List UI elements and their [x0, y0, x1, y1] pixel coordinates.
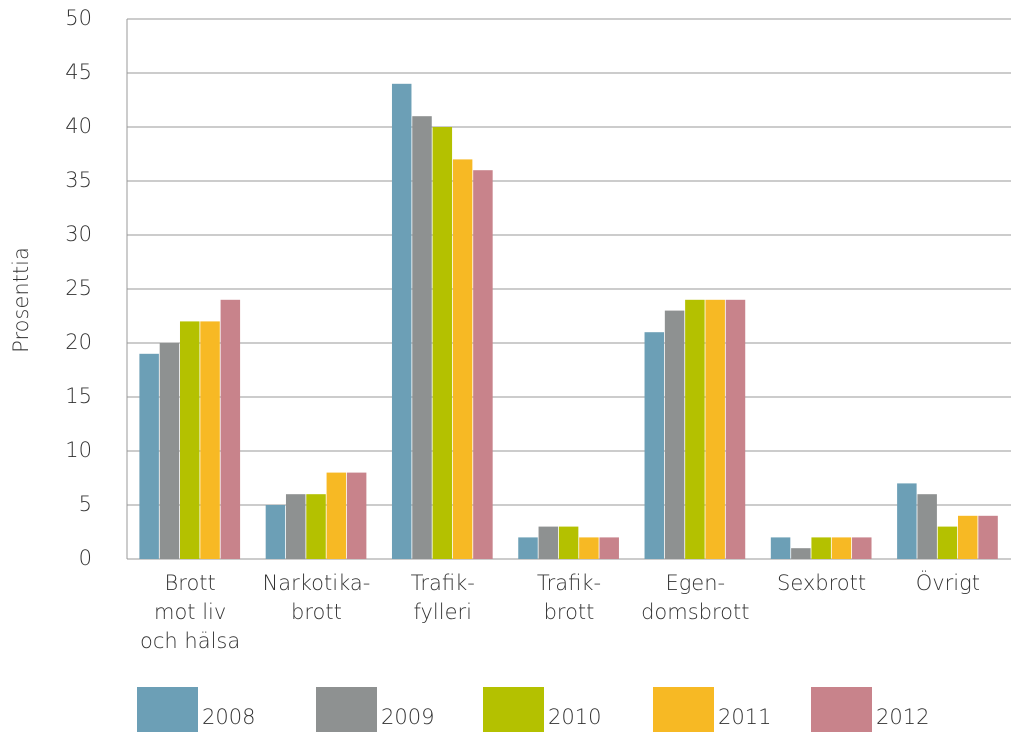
bar	[791, 548, 811, 559]
bar	[558, 526, 579, 559]
x-tick-label: Sexbrott	[777, 571, 866, 595]
bar	[346, 472, 367, 559]
x-tick-label: mot liv	[154, 600, 226, 624]
y-tick-label: 25	[65, 276, 92, 300]
bar	[179, 321, 200, 559]
x-tick-label: fylleri	[413, 600, 472, 624]
bar	[770, 537, 791, 559]
bar	[897, 483, 917, 559]
legend-label: 2012	[876, 705, 929, 729]
y-tick-label: 50	[65, 6, 92, 30]
x-tick-label: Trafik-	[537, 571, 601, 595]
bar	[705, 299, 725, 559]
y-tick-label: 5	[79, 492, 92, 516]
x-tick-label: brott	[291, 600, 342, 624]
y-tick-label: 45	[65, 60, 92, 84]
x-tick-label: domsbrott	[641, 600, 749, 624]
y-tick-label: 40	[65, 114, 92, 138]
y-tick-label: 0	[79, 546, 92, 570]
legend-swatch	[137, 687, 198, 732]
bar	[685, 299, 705, 559]
legend-swatch	[316, 687, 377, 732]
bar	[159, 343, 180, 559]
bar	[139, 353, 159, 559]
bar	[599, 537, 619, 559]
x-tick-label: Trafik-	[411, 571, 475, 595]
bar	[831, 537, 852, 559]
bar	[220, 299, 241, 559]
x-tick-label: Narkotika-	[263, 571, 371, 595]
bar	[391, 83, 412, 560]
bar	[852, 537, 872, 559]
bar	[958, 515, 978, 559]
x-tick-label: Övrigt	[916, 569, 980, 595]
legend-label: 2008	[202, 705, 255, 729]
y-tick-label: 30	[65, 222, 92, 246]
bar	[978, 515, 998, 559]
bar	[432, 127, 453, 559]
bar	[538, 526, 559, 559]
legend-label: 2011	[718, 705, 771, 729]
legend-label: 2009	[381, 705, 434, 729]
x-tick-label: och hälsa	[140, 629, 240, 653]
bar	[473, 170, 493, 559]
bar	[725, 299, 746, 559]
y-tick-label: 15	[65, 384, 92, 408]
y-tick-label: 20	[65, 330, 92, 354]
y-axis-label: Prosenttia	[9, 247, 33, 353]
bar	[326, 472, 347, 559]
bar	[306, 494, 326, 559]
y-tick-label: 10	[65, 438, 92, 462]
bar	[644, 332, 665, 559]
legend-swatch	[653, 687, 714, 732]
bar	[518, 537, 538, 559]
bar	[664, 310, 685, 559]
x-tick-label: Egen-	[665, 571, 725, 595]
x-tick-label: brott	[544, 600, 595, 624]
bar	[200, 321, 220, 559]
bar	[285, 494, 306, 559]
bar	[265, 505, 286, 559]
bar	[811, 537, 831, 559]
y-tick-label: 35	[65, 168, 92, 192]
legend-swatch	[483, 687, 544, 732]
x-tick-label: Brott	[165, 571, 216, 595]
bar	[452, 159, 473, 559]
legend-label: 2010	[548, 705, 601, 729]
legend-swatch	[811, 687, 872, 732]
bar	[412, 116, 432, 559]
bar	[937, 526, 958, 559]
bar	[579, 537, 599, 559]
bar	[917, 494, 937, 559]
